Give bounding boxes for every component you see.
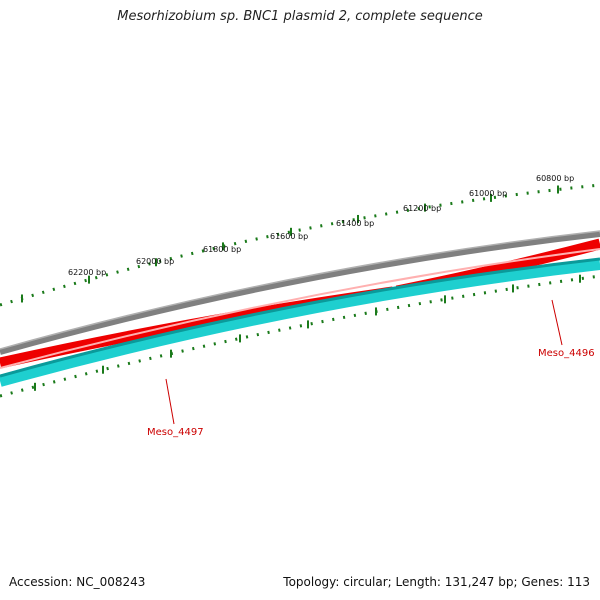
outer-major-ticks [21, 185, 559, 303]
map-title: Mesorhizobium sp. BNC1 plasmid 2, comple… [117, 9, 483, 24]
tick-label-61000: 61000 bp [469, 189, 507, 198]
tick-label-61200: 61200 bp [403, 204, 441, 213]
gene-label-meso-4497: Meso_4497 [147, 427, 204, 438]
reverse-gene-shade [0, 257, 600, 378]
backbone-track [0, 231, 600, 355]
inner-ruler-dots [0, 274, 600, 398]
tick-label-61800: 61800 bp [203, 245, 241, 254]
inner-major-ticks [34, 274, 581, 391]
outer-ruler-dots [0, 183, 600, 307]
tick-label-61600: 61600 bp [270, 232, 308, 241]
gene-label-meso-4496: Meso_4496 [538, 348, 595, 359]
leader-line-meso-4496 [551, 299, 563, 346]
tick-label-62000: 62000 bp [136, 257, 174, 266]
gene-arc-meso-4497-reverse [0, 258, 600, 387]
topology-summary: Topology: circular; Length: 131,247 bp; … [283, 575, 590, 589]
tick-label-62200: 62200 bp [68, 268, 106, 277]
tick-label-60800: 60800 bp [536, 174, 574, 183]
leader-line-meso-4497 [165, 378, 175, 425]
forward-gene-shade [0, 248, 600, 369]
backbone-highlight [0, 230, 600, 350]
accession-label: Accession: NC_008243 [9, 575, 146, 589]
tick-label-61400: 61400 bp [336, 219, 374, 228]
ruler-labels: 60800 bp 61000 bp 61200 bp 61400 bp 6160… [68, 174, 574, 277]
